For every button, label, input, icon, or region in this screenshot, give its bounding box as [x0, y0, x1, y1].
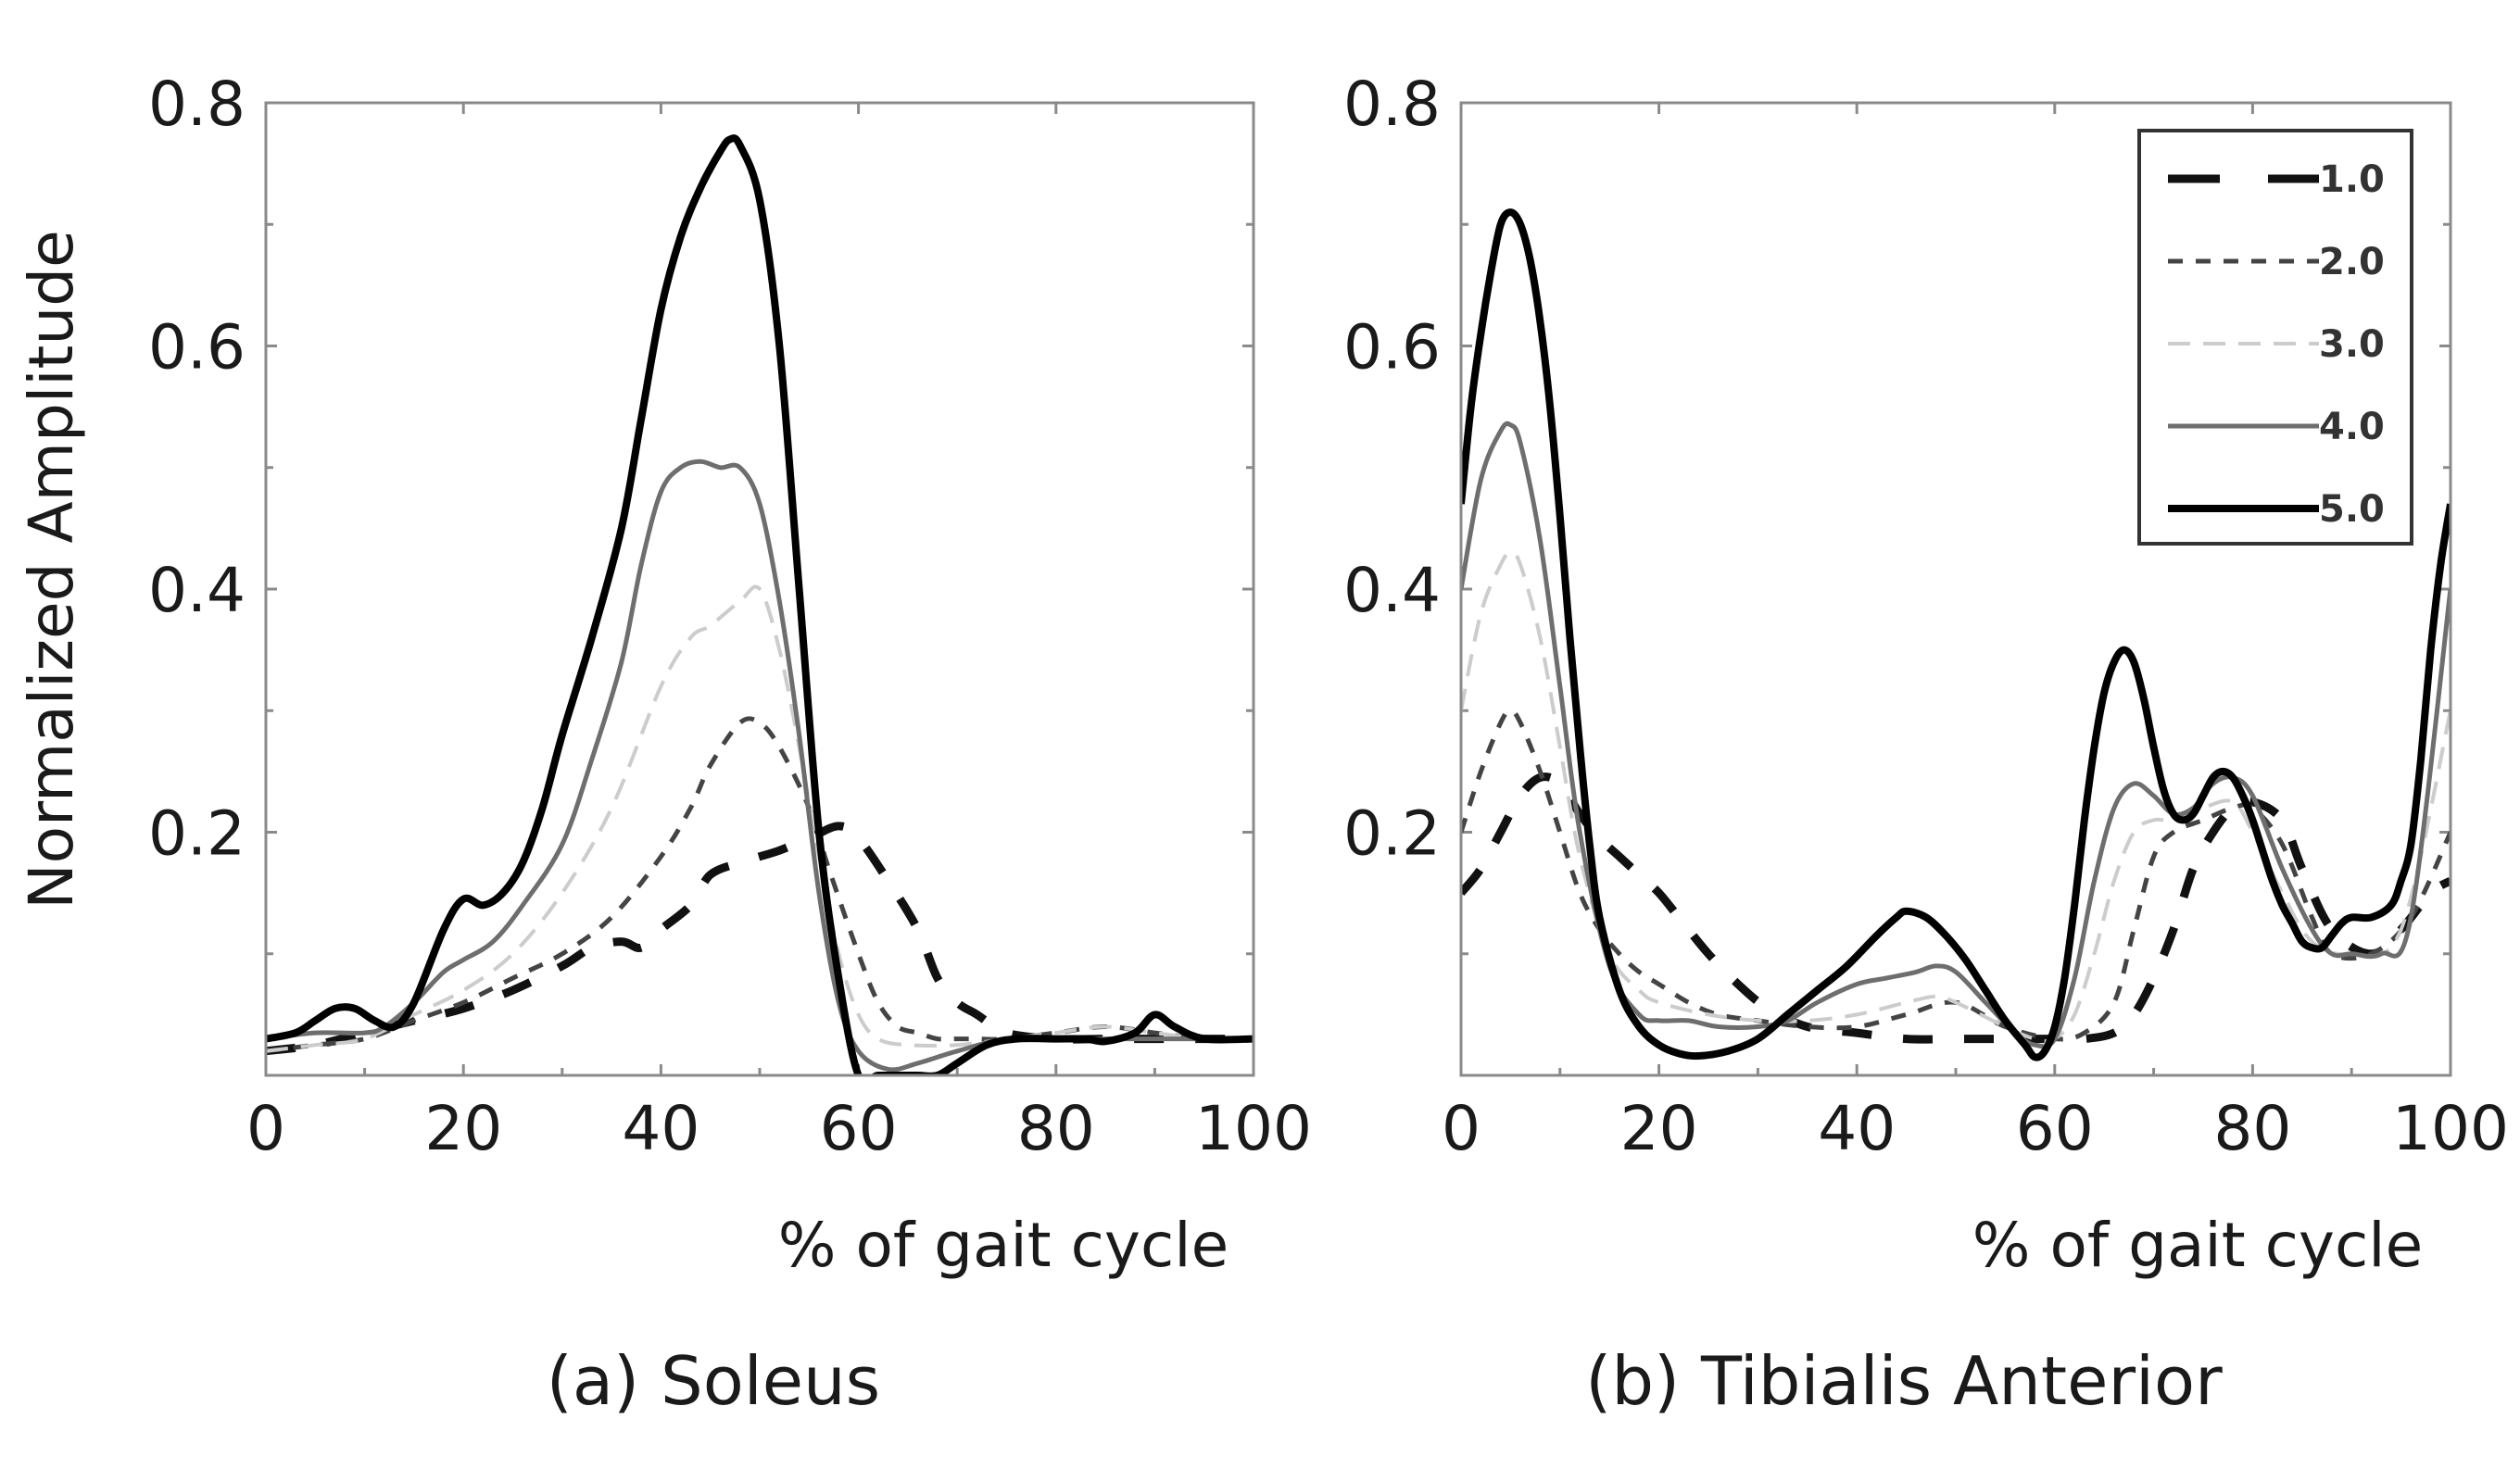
- x-tick-label: 40: [622, 1093, 699, 1164]
- x-tick-label: 20: [1620, 1093, 1698, 1164]
- soleus-series: [266, 134, 1254, 1075]
- x-tick-label: 80: [1017, 1093, 1095, 1164]
- series-line-2-0: [1461, 708, 2451, 1042]
- soleus-panel-title: (a) Soleus: [547, 1342, 880, 1420]
- x-tick-label: 20: [424, 1093, 502, 1164]
- legend-box: [2137, 129, 2413, 546]
- x-tick-label: 100: [1195, 1093, 1312, 1164]
- y-tick-label: 0.4: [1343, 555, 1441, 626]
- series-line-3-0: [266, 584, 1254, 1053]
- x-tick-label: 60: [820, 1093, 898, 1164]
- tibialis-series: [1461, 208, 2451, 1061]
- legend-label: 5.0: [2319, 488, 2385, 531]
- soleus-tick-labels: 0 20 40 60 80 100 0.2 0.4 0.6 0.8: [148, 69, 1312, 1164]
- soleus-plot-frame: [264, 101, 1255, 1077]
- x-tick-label: 40: [1818, 1093, 1896, 1164]
- series-line-1-0: [266, 822, 1254, 1056]
- legend: 1.0 2.0 3.0 4.0 5.0: [2137, 129, 2413, 546]
- y-tick-label: 0.8: [1343, 69, 1441, 140]
- y-axis-label: Normalized Amplitude: [16, 230, 87, 909]
- x-tick-label: 80: [2213, 1093, 2291, 1164]
- x-tick-label: 100: [2392, 1093, 2509, 1164]
- y-tick-label: 0.6: [148, 312, 246, 383]
- tibialis-x-axis-label: % of gait cycle: [1972, 1210, 2423, 1281]
- x-tick-label: 60: [2016, 1093, 2094, 1164]
- series-line-5-0: [1461, 208, 2451, 1061]
- y-tick-label: 0.8: [148, 69, 246, 140]
- panel-soleus: Normalized Amplitude 0 20 40 60 80 1000.20.40…: [16, 69, 1312, 1420]
- panel-tibialis-anterior: 0 20 40 60 80 100 0.2 0.4 0.6 0.8 % of gait cycle…: [1343, 69, 2509, 1420]
- x-tick-label: 0: [246, 1093, 285, 1164]
- tibialis-panel-title: (b) Tibialis Anterior: [1585, 1342, 2223, 1420]
- legend-items: 1.0 2.0 3.0 4.0 5.0: [2168, 158, 2385, 531]
- series-line-1-0: [1461, 772, 2451, 1044]
- series-line-4-0: [1461, 421, 2451, 1049]
- series-line-3-0: [1461, 550, 2451, 1044]
- series-line-4-0: [266, 458, 1254, 1073]
- series-line-5-0: [266, 134, 1254, 1075]
- legend-label: 3.0: [2319, 323, 2385, 366]
- y-tick-label: 0.2: [1343, 798, 1441, 870]
- y-tick-label: 0.2: [148, 798, 246, 870]
- tibialis-plot-frame: [1459, 101, 2452, 1077]
- x-tick-label: 0: [1442, 1093, 1480, 1164]
- legend-label: 2.0: [2319, 241, 2385, 283]
- legend-label: 1.0: [2319, 158, 2385, 201]
- legend-label: 4.0: [2319, 406, 2385, 448]
- y-tick-label: 0.4: [148, 555, 246, 626]
- y-tick-label: 0.6: [1343, 312, 1441, 383]
- tibialis-tick-labels: 0 20 40 60 80 100 0.2 0.4 0.6 0.8: [1343, 69, 2509, 1164]
- soleus-x-axis-label: % of gait cycle: [778, 1210, 1228, 1281]
